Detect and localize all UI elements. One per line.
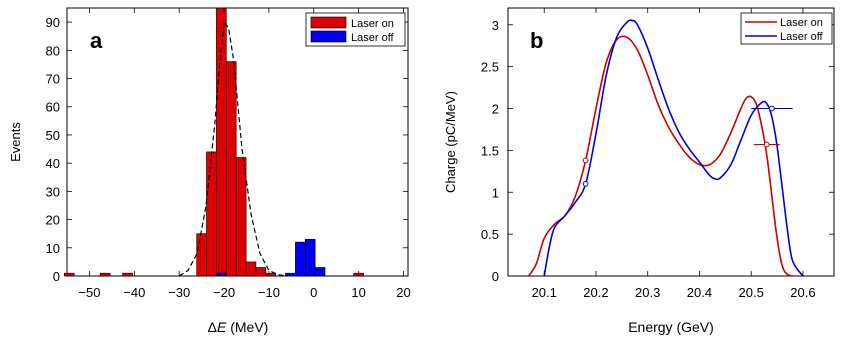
bar-laser-on [64,272,75,277]
panel-label-a: a [90,28,103,53]
x-tick-label: −20 [213,285,235,300]
legend-label-laser-on-a: Laser on [351,18,394,30]
bars-a [64,7,364,277]
x-axis-label-a: ΔE (MeV) [208,319,269,335]
x-tick-label: 20.6 [790,285,815,300]
plot-frame-b [507,7,835,277]
panel-b: 20.1 20.2 20.3 20.4 20.5 20.600.511.522.53 b … [443,7,835,335]
y-tick-label: 40 [46,156,60,171]
series-line-laser-on [528,35,793,277]
y-tick-label: 30 [46,184,60,199]
lines-b [528,19,804,277]
error-bar-marker [763,141,770,148]
error-bar-marker [769,105,775,112]
y-tick-label: 20 [46,213,60,228]
bar-laser-off [314,267,326,277]
y-tick-label: 2 [492,102,499,117]
y-tick-label: 70 [46,72,60,87]
x-tick-label: 20.2 [583,285,608,300]
x-tick-label: 20.4 [687,285,712,300]
panel-label-b: b [530,28,543,53]
panel-a: −50 −40 −30 −20 −10 0 10 200102030405060708090 … [8,7,411,335]
bar-laser-on [226,61,237,277]
fit-curve [178,20,287,277]
bar-laser-on [122,272,133,277]
y-axis-label-a: Events [8,122,23,162]
legend-swatch-laser-off-a [310,30,347,43]
x-tick-label: 0 [310,285,317,300]
x-tick-label: 10 [351,285,365,300]
x-tick-label: −30 [168,285,190,300]
bar-laser-off [216,272,227,277]
bar-laser-on [196,233,207,277]
x-axis-label-b: Energy (GeV) [628,319,714,335]
legend-b: Laser on Laser off [740,12,833,45]
y-tick-label: 2.5 [481,60,499,75]
y-tick-label: 90 [46,15,60,30]
x-axis-label-prefix-a: Δ [208,319,217,335]
legend-a: Laser on Laser off [305,12,406,47]
legend-label-laser-on-b: Laser on [780,17,823,29]
legend-label-laser-off-b: Laser off [780,31,824,43]
y-tick-label: 1 [492,185,499,200]
bar-laser-off [295,241,306,277]
series-line-laser-off [543,19,804,277]
legend-label-laser-off-a: Laser off [351,32,395,44]
x-tick-label: 20.3 [635,285,660,300]
ticks-a: −50 −40 −30 −20 −10 0 10 20 0 10 20 30 40 50 60 70 80 90 [46,8,411,300]
bar-laser-off [304,239,316,277]
y-tick-label: 80 [46,43,60,58]
legend-swatch-laser-on-a [310,16,347,29]
y-tick-label: 10 [46,241,60,256]
x-tick-label: −40 [123,285,145,300]
bar-laser-on [245,261,257,277]
x-tick-label: −50 [78,285,100,300]
error-bar-marker [582,180,589,187]
x-tick-label: 20 [396,285,410,300]
x-tick-label: −10 [258,285,280,300]
y-tick-label: 0.5 [481,227,499,242]
y-tick-label: 60 [46,100,60,115]
bar-laser-on [235,157,247,277]
x-axis-label-unit-a: (MeV) [226,319,268,335]
y-axis-label-b: Charge (pC/MeV) [443,91,458,193]
y-tick-label: 3 [492,18,499,33]
x-tick-label: 20.1 [532,285,557,300]
bar-laser-on [265,272,276,277]
y-tick-label: 0 [492,269,499,284]
legend-box-b [740,12,833,45]
bar-laser-off [285,272,296,277]
y-tick-label: 1.5 [481,143,499,158]
bar-laser-on [206,151,217,277]
x-axis-label-var-a: E [217,319,227,335]
y-tick-label: 50 [46,128,60,143]
error-bar-marker [582,157,589,164]
x-tick-label: 20.5 [739,285,764,300]
y-tick-label: 0 [53,269,60,284]
bar-laser-on [99,272,111,277]
bar-laser-on [255,267,267,277]
